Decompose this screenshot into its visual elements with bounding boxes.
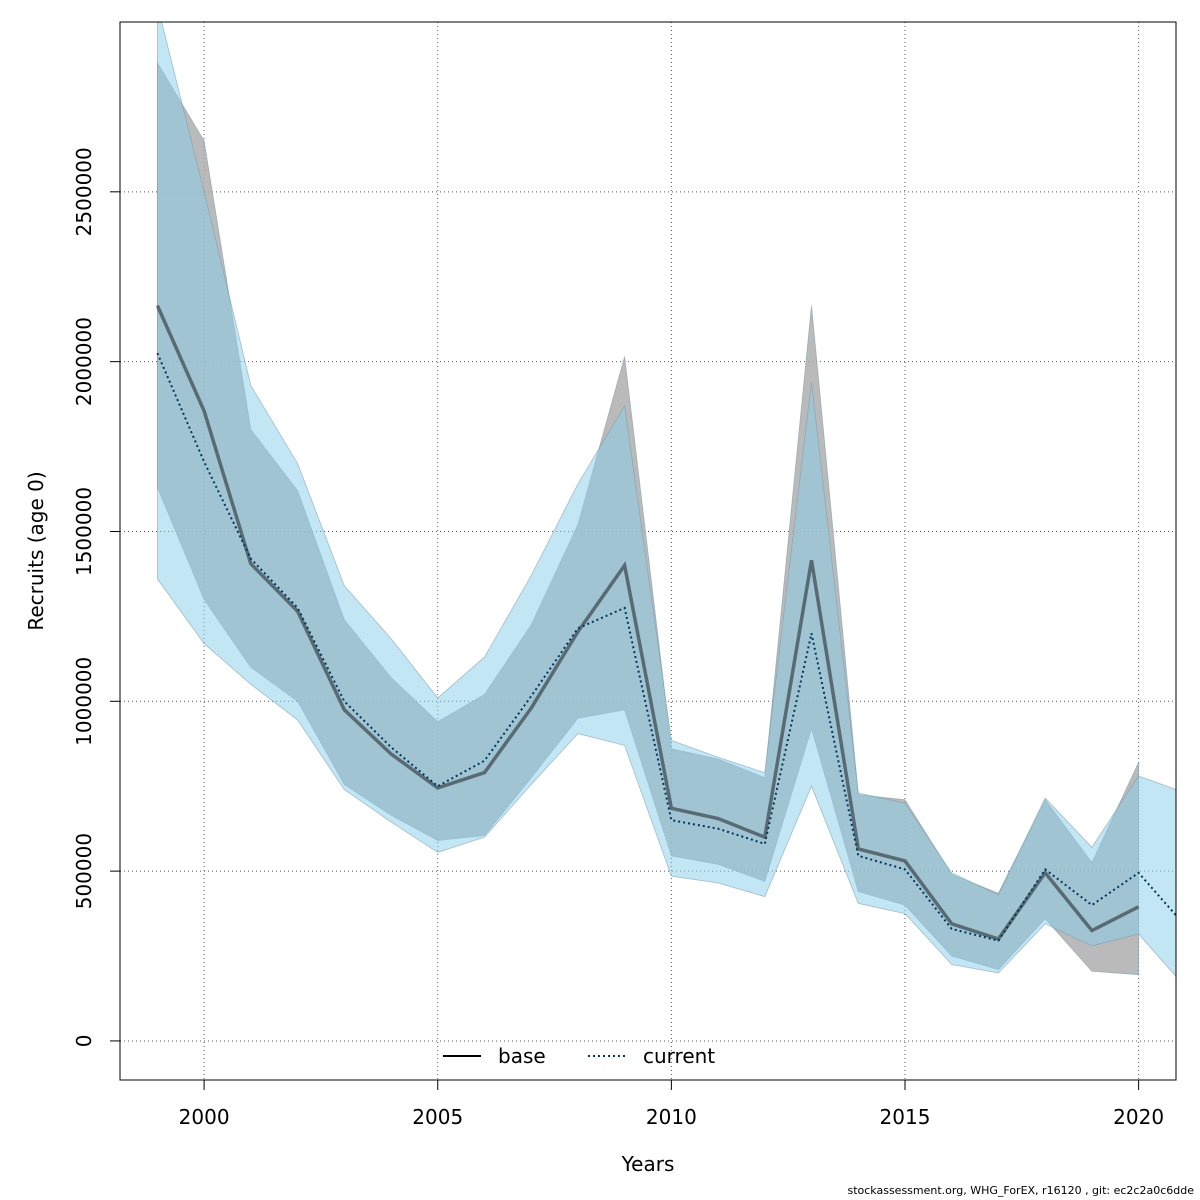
footer-credit: stockassessment.org, WHG_ForEX, r16120 ,… bbox=[847, 1184, 1194, 1197]
x-tick-label-2020: 2020 bbox=[1113, 1105, 1164, 1129]
legend-label-base: base bbox=[498, 1044, 546, 1068]
y-tick-label-1000000: 1000000 bbox=[72, 657, 96, 746]
y-tick-label-2500000: 2500000 bbox=[72, 147, 96, 236]
y-axis: 0 500000 1000000 1500000 2000000 2500000 bbox=[72, 147, 120, 1047]
legend-label-current: current bbox=[643, 1044, 715, 1068]
y-tick-label-1500000: 1500000 bbox=[72, 487, 96, 576]
x-tick-label-2000: 2000 bbox=[179, 1105, 230, 1129]
y-tick-label-2000000: 2000000 bbox=[72, 317, 96, 406]
x-tick-label-2005: 2005 bbox=[412, 1105, 463, 1129]
y-tick-label-0: 0 bbox=[72, 1035, 96, 1048]
x-tick-label-2015: 2015 bbox=[880, 1105, 931, 1129]
band-current bbox=[157, 22, 1176, 978]
series-lines bbox=[155, 304, 1176, 942]
x-axis: 2000 2005 2010 2015 2020 bbox=[179, 1080, 1164, 1129]
y-tick-label-500000: 500000 bbox=[72, 833, 96, 909]
line-base bbox=[155, 304, 1140, 942]
confidence-bands bbox=[157, 22, 1176, 978]
x-axis-title: Years bbox=[621, 1152, 675, 1176]
x-tick-label-2010: 2010 bbox=[646, 1105, 697, 1129]
y-axis-title: Recruits (age 0) bbox=[24, 471, 48, 630]
plot-frame bbox=[119, 21, 1177, 1081]
legend: base current bbox=[443, 1044, 715, 1068]
